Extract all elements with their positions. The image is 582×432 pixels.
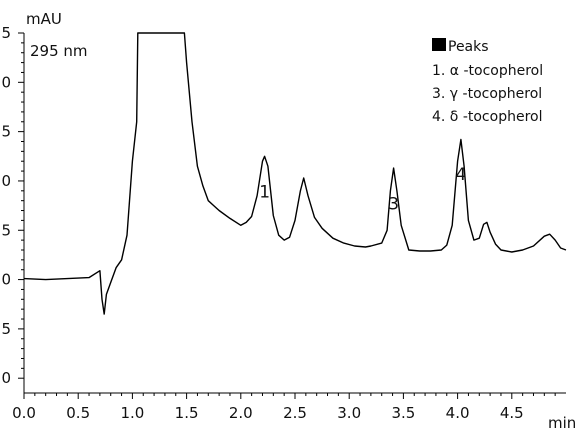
legend-entry-4: 4. δ -tocopherol [432,109,542,125]
y-tick-label: 5 [1,221,11,239]
x-tick-label: 3.0 [337,404,361,422]
legend-title: Peaks [448,39,489,55]
y-tick-label: 0 [1,369,11,387]
x-tick-label: 2.0 [229,404,253,422]
x-axis: 0.0 0.5 1.0 1.5 2.0 2.5 3.0 3.5 4.0 4.5 [12,392,566,422]
y-tick-label: 0 [1,271,11,289]
wavelength-label: 295 nm [30,42,88,60]
peak-label-4: 4 [455,165,466,185]
legend-marker [432,38,446,51]
peak-label-1: 1 [259,183,270,203]
y-tick-label: 5 [1,320,11,338]
y-tick-label: 0 [1,172,11,190]
y-tick-label: 5 [1,24,11,42]
x-tick-label: 0.5 [66,404,90,422]
legend-entry-3: 3. γ -tocopherol [432,86,542,102]
y-tick-label: 0 [1,73,11,91]
y-tick-label: 5 [1,123,11,141]
peak-label-3: 3 [388,194,399,214]
y-unit-label: mAU [26,10,62,28]
x-tick-label: 2.5 [283,404,307,422]
y-axis: 5 0 5 0 5 0 5 0 [1,24,25,393]
x-tick-label: 1.5 [175,404,199,422]
x-tick-label: 0.0 [12,404,36,422]
x-tick-label: 3.5 [391,404,415,422]
x-tick-label: 4.0 [446,404,470,422]
chromatogram-trace [23,32,567,315]
x-tick-label: 1.0 [120,404,144,422]
x-unit-label: min [548,414,576,432]
x-tick-label: 4.5 [500,404,524,422]
peak-labels: 1 3 4 [259,165,466,215]
legend: Peaks 1. α -tocopherol 3. γ -tocopherol … [432,38,543,125]
legend-entry-1: 1. α -tocopherol [432,63,543,79]
